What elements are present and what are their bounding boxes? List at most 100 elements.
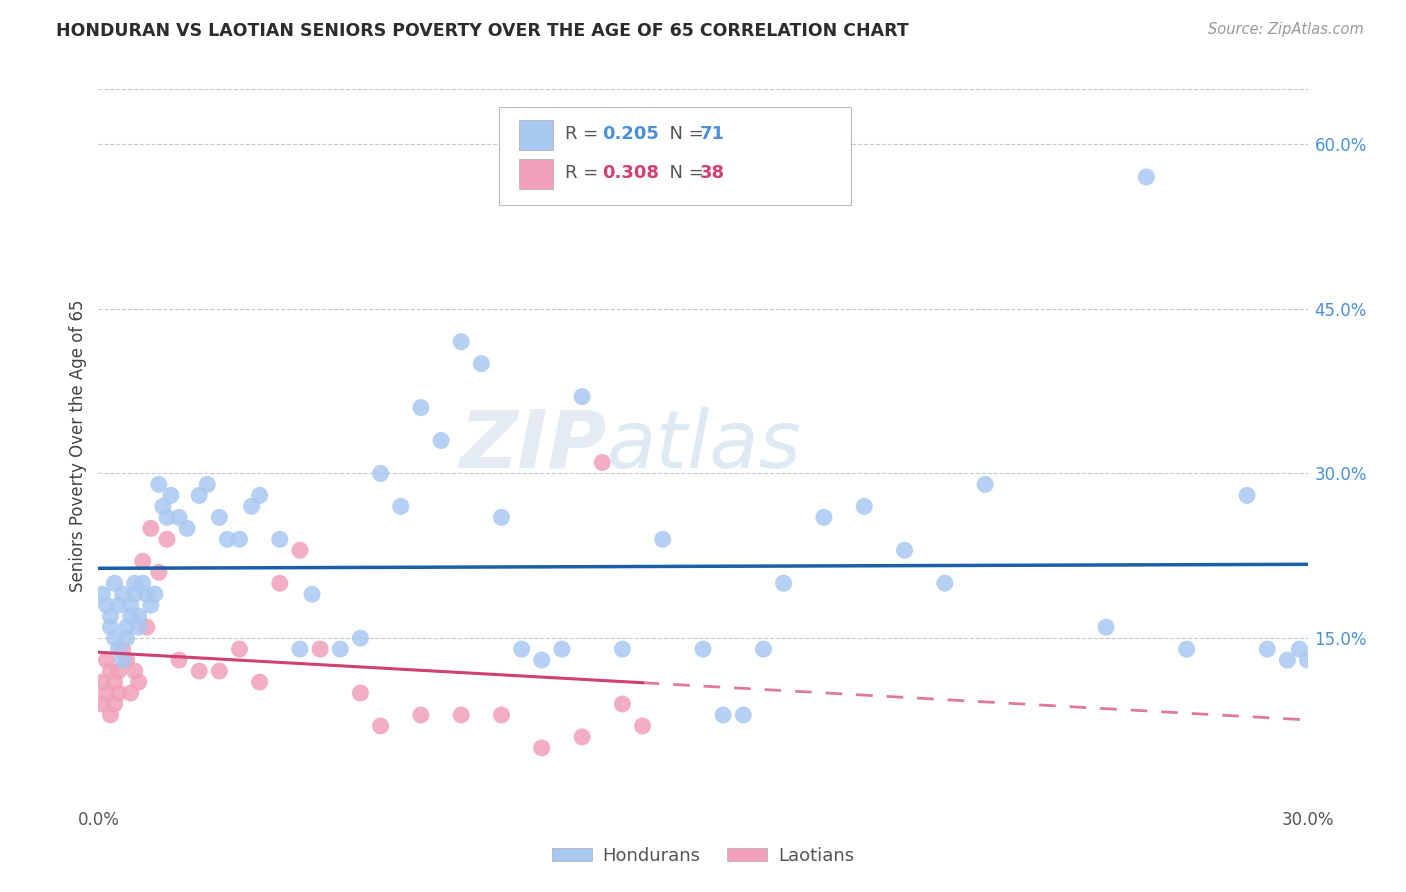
Point — [139, 521, 162, 535]
Point — [188, 664, 211, 678]
Point — [120, 686, 142, 700]
Point — [107, 642, 129, 657]
Point — [103, 576, 125, 591]
Point — [692, 642, 714, 657]
Point — [1236, 488, 1258, 502]
Point — [612, 642, 634, 657]
Point — [530, 653, 553, 667]
Point — [349, 686, 371, 700]
Point — [124, 576, 146, 591]
Point — [491, 510, 513, 524]
Point — [167, 510, 190, 524]
Point — [733, 708, 755, 723]
Point — [115, 620, 138, 634]
Point — [228, 642, 250, 657]
Point — [91, 675, 114, 690]
Point — [530, 740, 553, 755]
Point — [813, 510, 835, 524]
Point — [111, 587, 134, 601]
Point — [370, 719, 392, 733]
Point — [107, 598, 129, 612]
Point — [288, 543, 311, 558]
Text: N =: N = — [658, 125, 710, 143]
Point — [139, 598, 162, 612]
Text: R =: R = — [565, 125, 605, 143]
Point — [1175, 642, 1198, 657]
Point — [111, 642, 134, 657]
Point — [128, 620, 150, 634]
Point — [148, 566, 170, 580]
Text: R =: R = — [565, 164, 605, 182]
Point — [152, 500, 174, 514]
Point — [188, 488, 211, 502]
Point — [160, 488, 183, 502]
Legend: Hondurans, Laotians: Hondurans, Laotians — [544, 840, 862, 872]
Point — [115, 653, 138, 667]
Point — [143, 587, 166, 601]
Point — [1288, 642, 1310, 657]
Point — [631, 719, 654, 733]
Point — [120, 598, 142, 612]
Point — [103, 697, 125, 711]
Point — [107, 686, 129, 700]
Text: HONDURAN VS LAOTIAN SENIORS POVERTY OVER THE AGE OF 65 CORRELATION CHART: HONDURAN VS LAOTIAN SENIORS POVERTY OVER… — [56, 22, 910, 40]
Point — [100, 620, 122, 634]
Y-axis label: Seniors Poverty Over the Age of 65: Seniors Poverty Over the Age of 65 — [69, 300, 87, 592]
Point — [208, 510, 231, 524]
Text: 0.308: 0.308 — [602, 164, 659, 182]
Point — [491, 708, 513, 723]
Point — [409, 708, 432, 723]
Point — [1296, 653, 1319, 667]
Point — [571, 730, 593, 744]
Point — [1095, 620, 1118, 634]
Point — [135, 587, 157, 601]
Point — [124, 664, 146, 678]
Text: 0.205: 0.205 — [602, 125, 658, 143]
Point — [120, 609, 142, 624]
Point — [450, 334, 472, 349]
Text: atlas: atlas — [606, 407, 801, 485]
Point — [752, 642, 775, 657]
Point — [167, 653, 190, 667]
Point — [135, 620, 157, 634]
Point — [430, 434, 453, 448]
Text: N =: N = — [658, 164, 710, 182]
Point — [96, 653, 118, 667]
Point — [551, 642, 574, 657]
Point — [329, 642, 352, 657]
Point — [96, 598, 118, 612]
Point — [269, 576, 291, 591]
Point — [288, 642, 311, 657]
Point — [470, 357, 492, 371]
Point — [711, 708, 734, 723]
Point — [591, 455, 613, 469]
Point — [934, 576, 956, 591]
Point — [571, 390, 593, 404]
Point — [612, 697, 634, 711]
Point — [510, 642, 533, 657]
Point — [176, 521, 198, 535]
Point — [217, 533, 239, 547]
Point — [100, 708, 122, 723]
Text: 71: 71 — [700, 125, 725, 143]
Point — [409, 401, 432, 415]
Point — [103, 675, 125, 690]
Point — [111, 653, 134, 667]
Point — [96, 686, 118, 700]
Point — [853, 500, 876, 514]
Point — [128, 675, 150, 690]
Point — [115, 631, 138, 645]
Point — [128, 609, 150, 624]
Text: ZIP: ZIP — [458, 407, 606, 485]
Point — [156, 510, 179, 524]
Point — [450, 708, 472, 723]
Point — [91, 587, 114, 601]
Point — [240, 500, 263, 514]
Point — [228, 533, 250, 547]
Point — [1277, 653, 1299, 667]
Point — [124, 587, 146, 601]
Point — [132, 554, 155, 568]
Point — [651, 533, 673, 547]
Point — [269, 533, 291, 547]
Text: Source: ZipAtlas.com: Source: ZipAtlas.com — [1208, 22, 1364, 37]
